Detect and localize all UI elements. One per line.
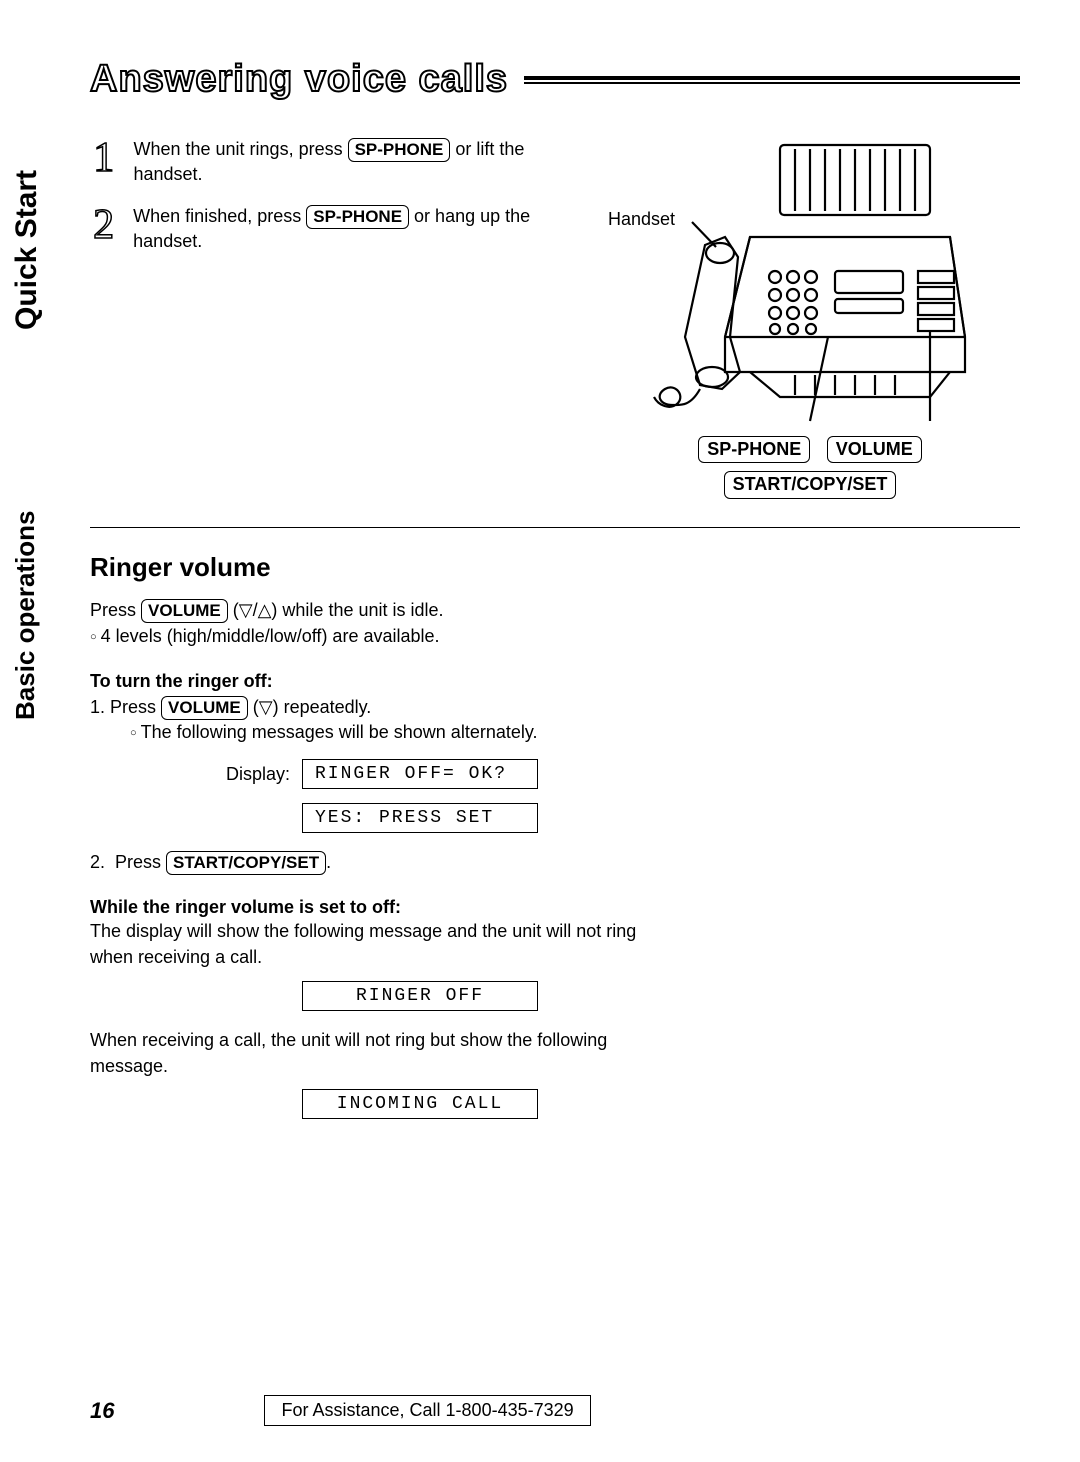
ringer-off-step-2: 2. Press START/COPY/SET.	[90, 851, 1020, 875]
volume-key-label: VOLUME	[827, 436, 922, 463]
ringer-off-step-1: Press VOLUME (▽) repeatedly. The followi…	[110, 696, 1020, 745]
volume-key: VOLUME	[141, 599, 228, 623]
fax-machine-icon	[630, 137, 990, 427]
turn-ringer-off-heading: To turn the ringer off:	[90, 671, 1020, 692]
lcd-display: RINGER OFF	[302, 981, 538, 1011]
text: Press	[90, 600, 141, 620]
display-row-1: Display: RINGER OFF= OK?	[90, 759, 1020, 789]
bullet-icon	[90, 626, 101, 646]
title-row: Answering voice calls	[90, 58, 1020, 101]
title-rule	[524, 76, 1020, 84]
numbered-steps: 1 When the unit rings, press SP-PHONE or…	[90, 137, 590, 272]
text: The following messages will be shown alt…	[141, 722, 538, 742]
step-number: 1	[90, 137, 117, 186]
device-keys-row-1: SP-PHONE VOLUME	[620, 436, 1000, 463]
step-1: 1 When the unit rings, press SP-PHONE or…	[90, 137, 590, 186]
handset-label: Handset	[608, 209, 675, 230]
device-keys-row-2: START/COPY/SET	[620, 471, 1000, 498]
ringer-volume-heading: Ringer volume	[90, 552, 1020, 583]
text: (▽) repeatedly.	[248, 697, 372, 717]
manual-page: Quick Start Basic operations Answering v…	[0, 0, 1080, 1462]
receiving-call-text: When receiving a call, the unit will not…	[90, 1027, 650, 1079]
text: Press	[110, 697, 161, 717]
step-text: When the unit rings, press SP-PHONE or l…	[133, 137, 590, 186]
page-title: Answering voice calls	[90, 58, 508, 101]
page-footer: 16 For Assistance, Call 1-800-435-7329	[90, 1395, 1020, 1426]
display-label: Display:	[90, 764, 290, 785]
step-2: 2 When finished, press SP-PHONE or hang …	[90, 204, 590, 253]
ringer-levels-line: 4 levels (high/middle/low/off) are avail…	[90, 623, 650, 649]
text: Press	[115, 852, 166, 872]
step-number: 2	[90, 204, 117, 253]
device-wrap: Handset	[620, 137, 1000, 432]
sp-phone-key-label: SP-PHONE	[698, 436, 810, 463]
step-text-pre: When finished, press	[133, 206, 306, 226]
page-content: Answering voice calls 1 When the unit ri…	[90, 58, 1020, 1119]
assistance-box: For Assistance, Call 1-800-435-7329	[264, 1395, 590, 1426]
text: .	[326, 852, 331, 872]
sp-phone-key: SP-PHONE	[306, 205, 409, 229]
lcd-display: YES: PRESS SET	[302, 803, 538, 833]
side-label-quick-start: Quick Start	[10, 170, 44, 330]
start-copy-set-key-label: START/COPY/SET	[724, 471, 897, 498]
while-off-text: The display will show the following mess…	[90, 918, 650, 970]
sp-phone-key: SP-PHONE	[348, 138, 451, 162]
start-copy-set-key: START/COPY/SET	[166, 851, 326, 875]
ringer-press-line: Press VOLUME (▽/△) while the unit is idl…	[90, 597, 650, 623]
bullet-icon	[130, 722, 141, 742]
device-illustration-column: Handset	[620, 137, 1000, 499]
volume-key: VOLUME	[161, 696, 248, 720]
top-row: 1 When the unit rings, press SP-PHONE or…	[90, 137, 1020, 499]
section-divider	[90, 527, 1020, 528]
page-number: 16	[90, 1398, 114, 1424]
step-text: When finished, press SP-PHONE or hang up…	[133, 204, 590, 253]
while-off-heading: While the ringer volume is set to off:	[90, 897, 1020, 918]
ringer-off-steps: Press VOLUME (▽) repeatedly. The followi…	[90, 696, 1020, 745]
side-label-basic-operations: Basic operations	[10, 510, 41, 720]
ringer-off-step-1-sub: The following messages will be shown alt…	[130, 720, 1020, 745]
text: 4 levels (high/middle/low/off) are avail…	[101, 626, 440, 646]
lcd-display: INCOMING CALL	[302, 1089, 538, 1119]
text: (▽/△) while the unit is idle.	[228, 600, 444, 620]
step-text-pre: When the unit rings, press	[133, 139, 347, 159]
lcd-display: RINGER OFF= OK?	[302, 759, 538, 789]
